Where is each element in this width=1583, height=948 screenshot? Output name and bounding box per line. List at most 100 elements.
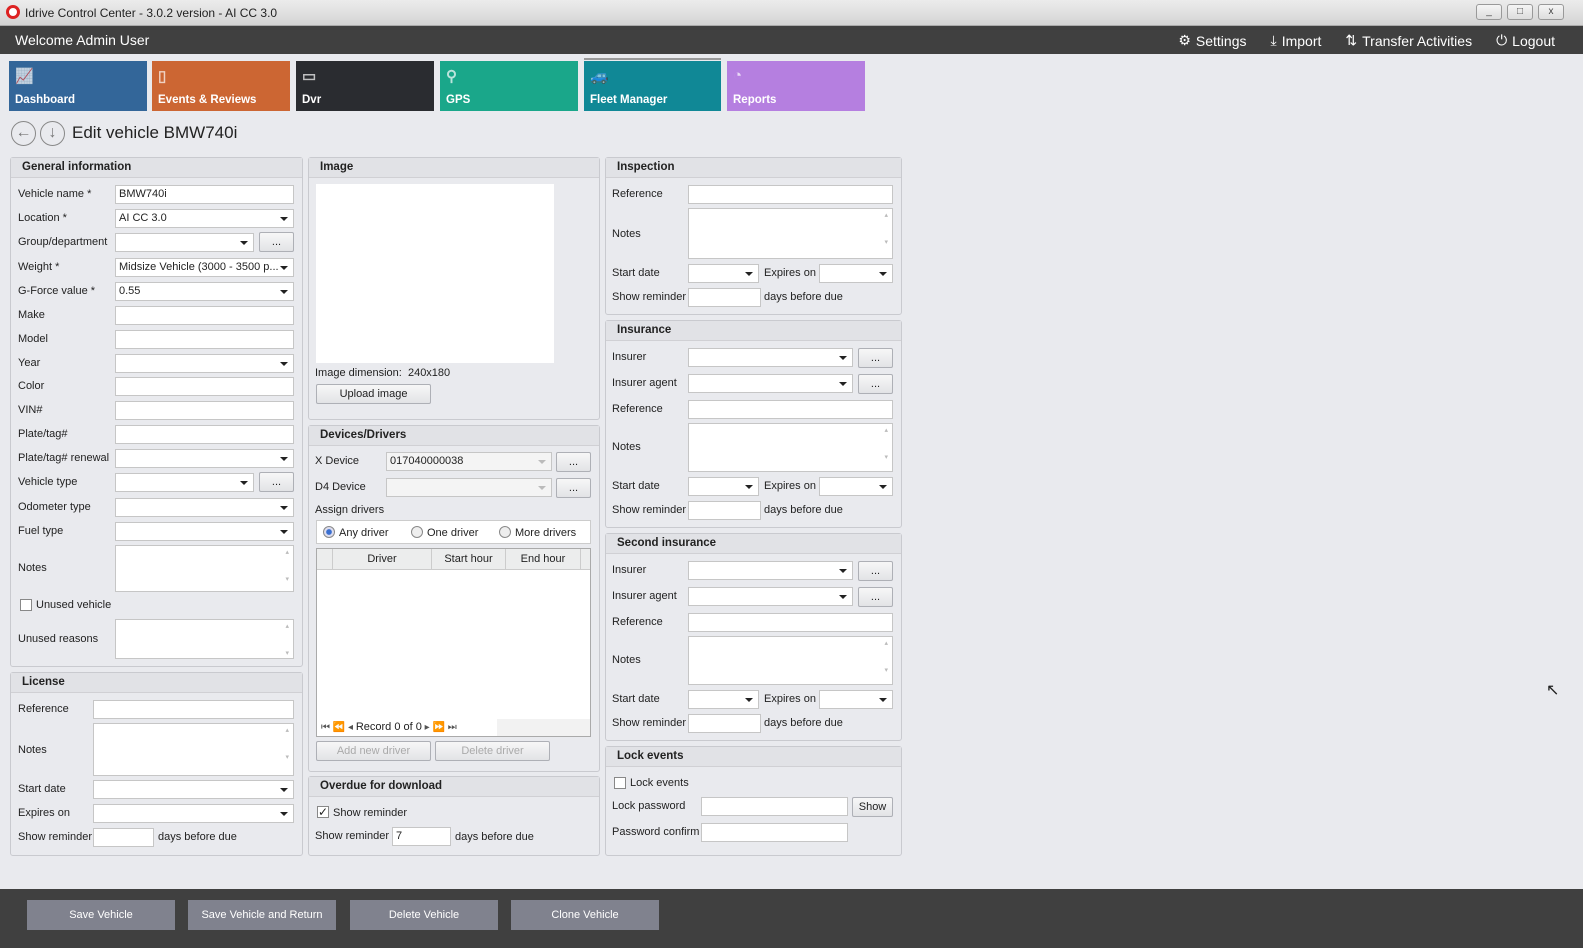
column-start-hour[interactable]: Start hour	[432, 549, 506, 570]
d4-device-select[interactable]	[386, 478, 552, 497]
second-insurer-agent-more-button[interactable]: ...	[858, 587, 893, 607]
vehicle-type-more-button[interactable]: ...	[259, 472, 294, 492]
import-link[interactable]: ⤓ Import	[1271, 32, 1322, 49]
notes-textarea[interactable]	[115, 545, 294, 592]
year-select[interactable]	[115, 354, 294, 373]
column-end-hour[interactable]: End hour	[506, 549, 581, 570]
column-driver[interactable]: Driver	[332, 549, 432, 570]
prev-record-icon[interactable]: ◂	[348, 722, 354, 733]
more-drivers-radio[interactable]: More drivers	[499, 526, 576, 539]
password-confirm-input[interactable]	[701, 823, 848, 842]
insurer-agent-more-button[interactable]: ...	[858, 374, 893, 394]
delete-vehicle-button[interactable]: Delete Vehicle	[350, 900, 498, 930]
x-device-more-button[interactable]: ...	[556, 452, 591, 472]
insurance-expires-select[interactable]	[819, 477, 893, 496]
logout-link[interactable]: ⏻ Logout	[1496, 32, 1555, 49]
first-record-icon[interactable]: ⏮	[321, 722, 330, 733]
odometer-select[interactable]	[115, 498, 294, 517]
tile-gps[interactable]: ⚲ GPS	[440, 61, 578, 111]
any-driver-radio[interactable]: Any driver	[323, 526, 389, 539]
insurance-reference-input[interactable]	[688, 400, 893, 419]
unused-vehicle-checkbox[interactable]	[20, 599, 32, 611]
inspection-start-select[interactable]	[688, 264, 759, 283]
tile-dvr[interactable]: ▭ Dvr	[296, 61, 434, 111]
weight-select[interactable]: Midsize Vehicle (3000 - 3500 p...	[115, 258, 294, 277]
overdue-show-reminder-checkbox[interactable]: ✓	[317, 805, 329, 819]
model-input[interactable]	[115, 330, 294, 349]
insurer-more-button[interactable]: ...	[858, 348, 893, 368]
delete-driver-button[interactable]: Delete driver	[435, 741, 550, 761]
inspection-reference-input[interactable]	[688, 185, 893, 204]
group-more-button[interactable]: ...	[259, 232, 294, 252]
color-input[interactable]	[115, 377, 294, 396]
license-expires-select[interactable]	[93, 804, 294, 823]
license-start-select[interactable]	[93, 780, 294, 799]
lock-events-checkbox[interactable]	[614, 777, 626, 789]
d4-device-more-button[interactable]: ...	[556, 478, 591, 498]
down-button[interactable]: ↓	[40, 121, 65, 146]
last-record-icon[interactable]: ⏭	[447, 722, 457, 733]
license-reminder-input[interactable]	[93, 828, 154, 847]
inspection-expires-select[interactable]	[819, 264, 893, 283]
prev-page-icon[interactable]: ⏪	[332, 722, 346, 733]
minimize-button[interactable]: _	[1476, 4, 1502, 20]
location-select[interactable]: AI CC 3.0	[115, 209, 294, 228]
group-select[interactable]	[115, 233, 254, 252]
panel-title: Insurance	[606, 321, 901, 341]
plate-input[interactable]	[115, 425, 294, 444]
insurance-start-select[interactable]	[688, 477, 759, 496]
one-driver-radio[interactable]: One driver	[411, 526, 478, 539]
save-vehicle-button[interactable]: Save Vehicle	[27, 900, 175, 930]
second-notes-textarea[interactable]	[688, 636, 893, 685]
tile-reports[interactable]: ◔ Reports	[727, 61, 865, 111]
grid-navigator: ⏮ ⏪ ◂ Record 0 of 0 ▸ ⏩ ⏭	[317, 719, 590, 736]
license-reference-input[interactable]	[93, 700, 294, 719]
inspection-notes-textarea[interactable]	[688, 208, 893, 259]
vehicle-name-input[interactable]: BMW740i	[115, 185, 294, 204]
insurance-notes-textarea[interactable]	[688, 423, 893, 472]
notes-label: Notes	[18, 562, 47, 574]
insurer-agent-select[interactable]	[688, 374, 853, 393]
transfer-activities-link[interactable]: ⇅ Transfer Activities	[1345, 32, 1472, 49]
plate-renewal-select[interactable]	[115, 449, 294, 468]
tile-events-reviews[interactable]: ▯ Events & Reviews	[152, 61, 290, 111]
next-page-icon[interactable]: ⏩	[432, 722, 445, 733]
tile-fleet-manager[interactable]: 🚙 Fleet Manager	[584, 61, 721, 111]
fuel-select[interactable]	[115, 522, 294, 541]
second-insurer-select[interactable]	[688, 561, 853, 580]
insurer-select[interactable]	[688, 348, 853, 367]
vin-label: VIN#	[18, 404, 43, 416]
second-start-select[interactable]	[688, 690, 759, 709]
second-reminder-input[interactable]	[688, 714, 761, 733]
vin-input[interactable]	[115, 401, 294, 420]
tile-label: Reports	[733, 94, 777, 106]
make-input[interactable]	[115, 306, 294, 325]
upload-image-button[interactable]: Upload image	[316, 384, 431, 404]
lock-password-input[interactable]	[701, 797, 848, 816]
overdue-show-reminder-check-label: Show reminder	[333, 807, 407, 819]
second-expires-select[interactable]	[819, 690, 893, 709]
second-insurer-agent-select[interactable]	[688, 587, 853, 606]
second-insurer-more-button[interactable]: ...	[858, 561, 893, 581]
overdue-reminder-input[interactable]: 7	[392, 827, 451, 846]
show-password-button[interactable]: Show	[852, 797, 893, 817]
close-button[interactable]: x	[1538, 4, 1564, 20]
add-new-driver-button[interactable]: Add new driver	[316, 741, 431, 761]
x-device-select[interactable]: 017040000038	[386, 452, 552, 471]
record-counter: Record 0 of 0	[355, 721, 422, 733]
settings-link[interactable]: ⚙ Settings	[1178, 32, 1246, 49]
second-reference-input[interactable]	[688, 613, 893, 632]
unused-reasons-textarea[interactable]	[115, 619, 294, 659]
next-record-icon[interactable]: ▸	[424, 722, 430, 733]
license-notes-textarea[interactable]	[93, 723, 294, 776]
horizontal-scrollbar[interactable]	[497, 719, 590, 736]
tile-dashboard[interactable]: 📈 Dashboard	[9, 61, 147, 111]
maximize-button[interactable]: □	[1507, 4, 1533, 20]
inspection-reminder-input[interactable]	[688, 288, 761, 307]
back-button[interactable]: ←	[11, 121, 36, 146]
gforce-select[interactable]: 0.55	[115, 282, 294, 301]
clone-vehicle-button[interactable]: Clone Vehicle	[511, 900, 659, 930]
save-and-return-button[interactable]: Save Vehicle and Return	[188, 900, 336, 930]
insurance-reminder-input[interactable]	[688, 501, 761, 520]
vehicle-type-select[interactable]	[115, 473, 254, 492]
